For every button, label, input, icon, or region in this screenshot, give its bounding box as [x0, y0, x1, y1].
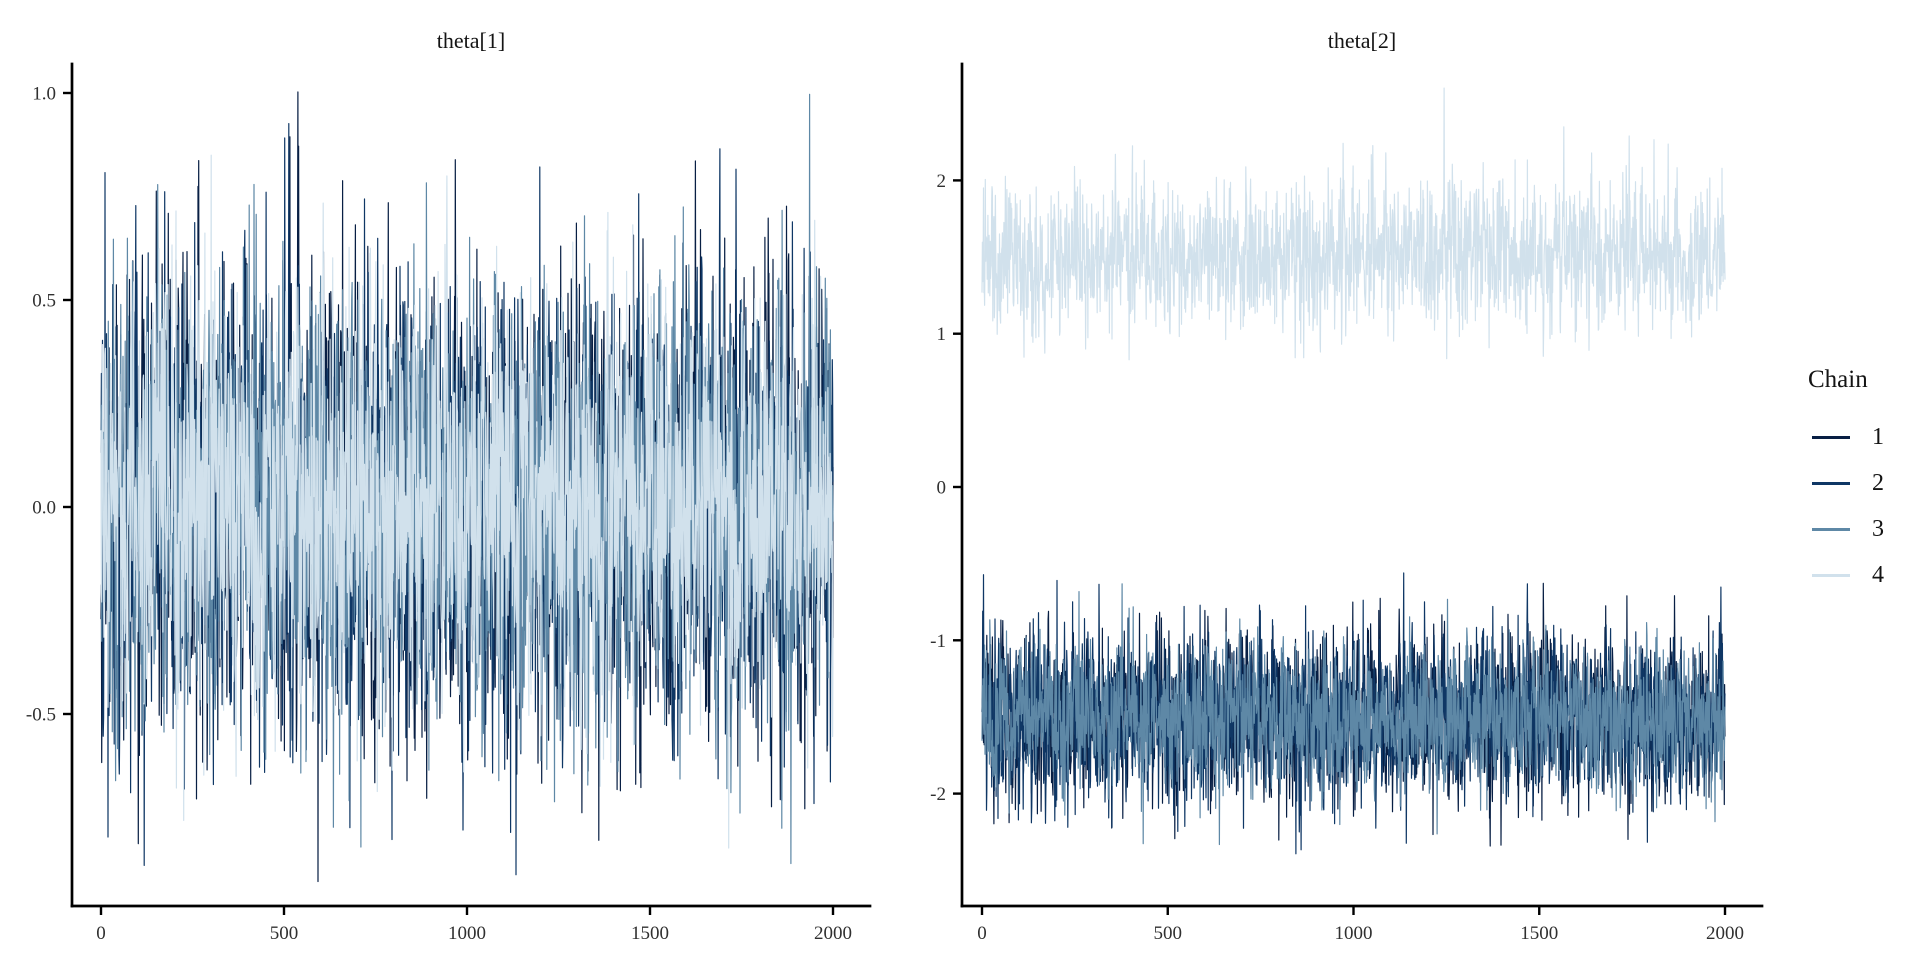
x-tick-label: 0 — [977, 923, 987, 944]
panel-title-theta2: theta[2] — [1327, 28, 1397, 53]
legend-item-chain-4: 4 — [1806, 552, 1916, 598]
legend-item-label: 4 — [1872, 561, 1884, 588]
legend-item-chain-3: 3 — [1806, 506, 1916, 552]
y-tick-label: 0.5 — [32, 291, 56, 312]
legend-item-chain-1: 1 — [1806, 414, 1916, 460]
x-tick-label: 2000 — [814, 923, 852, 944]
x-tick-label: 1500 — [631, 923, 669, 944]
trace-line-chain-4 — [100, 154, 834, 849]
legend-item-chain-2: 2 — [1806, 460, 1916, 506]
legend-swatch-chain-3 — [1812, 527, 1850, 531]
legend-swatch-chain-1 — [1812, 435, 1850, 439]
legend-item-label: 1 — [1872, 423, 1884, 450]
x-tick-label: 1000 — [1335, 923, 1373, 944]
legend-swatch-chain-4 — [1812, 573, 1850, 577]
legend-swatch-chain-2 — [1812, 481, 1850, 485]
x-tick-label: 1000 — [448, 923, 486, 944]
trace-line-chain-4 — [981, 87, 1726, 361]
y-tick-label: -1 — [930, 631, 946, 652]
y-tick-label: 2 — [937, 171, 947, 192]
x-tick-label: 500 — [1154, 923, 1183, 944]
y-tick-label: 1 — [937, 324, 947, 345]
legend: Chain 1 2 3 4 — [1806, 366, 1916, 598]
x-tick-label: 2000 — [1706, 923, 1744, 944]
y-tick-label: 0 — [937, 478, 947, 499]
x-tick-label: 500 — [270, 923, 299, 944]
legend-item-label: 3 — [1872, 515, 1884, 542]
y-tick-label: 0.0 — [32, 498, 56, 519]
y-tick-label: -0.5 — [26, 705, 56, 726]
legend-title: Chain — [1808, 366, 1868, 393]
trace-line-chain-3 — [981, 583, 1726, 846]
y-tick-label: -2 — [930, 784, 946, 805]
x-tick-label: 1500 — [1520, 923, 1558, 944]
panel-title-theta1: theta[1] — [436, 28, 506, 53]
y-tick-label: 1.0 — [32, 84, 56, 105]
x-tick-label: 0 — [96, 923, 106, 944]
legend-item-label: 2 — [1872, 469, 1884, 496]
